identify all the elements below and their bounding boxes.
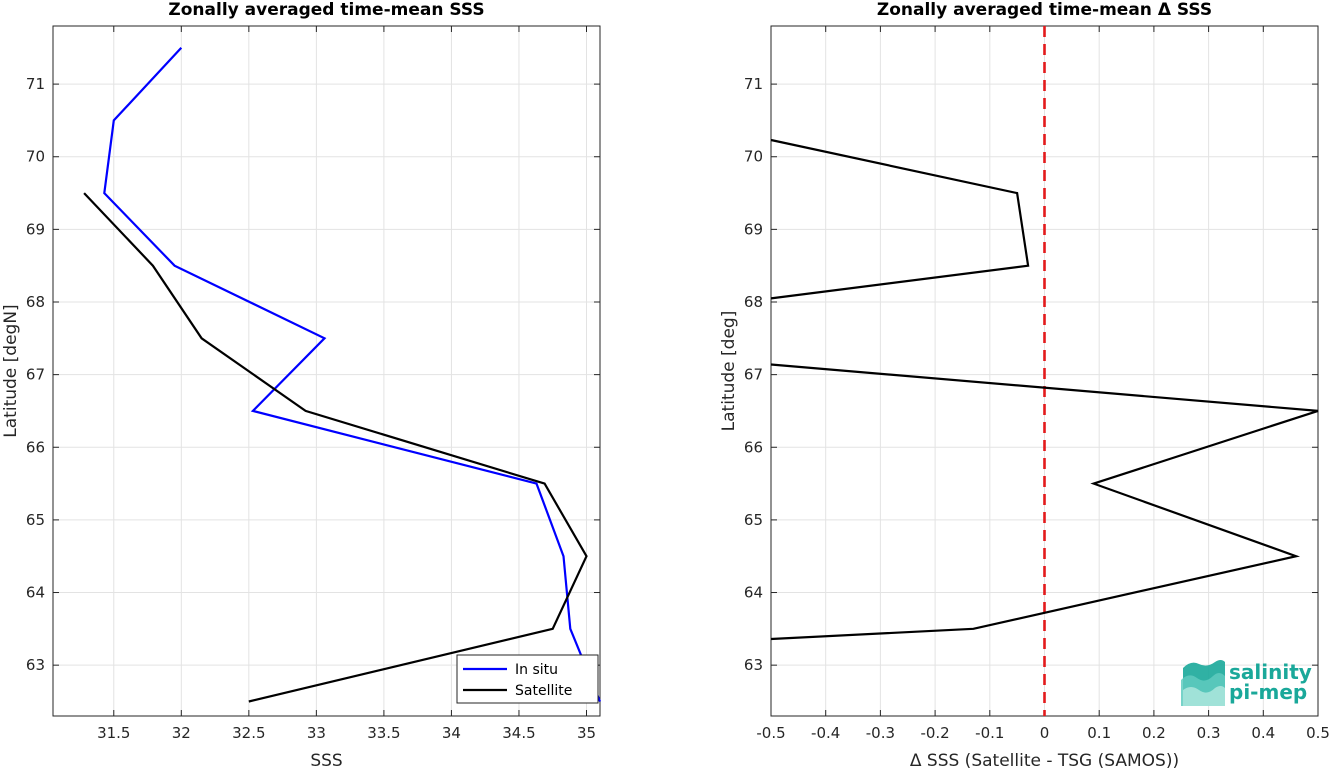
y-tick-label: 70 [744, 148, 763, 166]
right-series [770, 138, 1319, 641]
x-tick-label: 31.5 [97, 724, 130, 742]
x-tick-label: 33.5 [367, 724, 400, 742]
left-grid [53, 26, 600, 716]
x-tick-label: -0.4 [811, 724, 840, 742]
x-tick-label: 32.5 [232, 724, 265, 742]
y-tick-label: 67 [26, 366, 45, 384]
x-tick-label: -0.1 [975, 724, 1004, 742]
right-panel: -0.5 -0.4 -0.3 -0.2 -0.1 0 0.1 0.2 0.3 0.4 0.5 63 64… [719, 0, 1330, 769]
y-tick-label: 65 [26, 511, 45, 529]
y-tick-label: 64 [744, 584, 763, 602]
salinity-pi-mep-logo: salinity pi-mep [1181, 660, 1312, 706]
legend-box [456, 654, 599, 704]
right-ticks: -0.5 -0.4 -0.3 -0.2 -0.1 0 0.1 0.2 0.3 0.4 0.5 63 64… [744, 26, 1330, 742]
x-tick-label: 0.5 [1306, 724, 1330, 742]
x-tick-label: 0.2 [1142, 724, 1166, 742]
y-tick-label: 65 [744, 511, 763, 529]
left-ticks: 31.5 32 32.5 33 33.5 34 34.5 35 63 64 65 66 67 68 69 70… [26, 26, 600, 742]
y-tick-label: 63 [744, 656, 763, 674]
y-tick-label: 68 [744, 293, 763, 311]
x-tick-label: 33 [307, 724, 326, 742]
wave-logo-icon [1181, 660, 1225, 706]
y-tick-label: 64 [26, 584, 45, 602]
series-line-segment-2 [770, 363, 1319, 641]
y-tick-label: 70 [26, 148, 45, 166]
y-tick-label: 68 [26, 293, 45, 311]
left-panel: 31.5 32 32.5 33 33.5 34 34.5 35 63 64 65 66 67 68 69 70… [1, 0, 602, 769]
left-y-axis-label: Latitude [degN] [1, 304, 21, 437]
left-x-axis-label: SSS [310, 751, 342, 769]
legend-entry-satellite: Satellite [515, 683, 572, 699]
series-line-in-situ [103, 47, 602, 702]
right-chart-title: Zonally averaged time-mean Δ SSS [877, 0, 1212, 20]
x-tick-label: 32 [172, 724, 191, 742]
x-tick-label: 0.3 [1197, 724, 1221, 742]
series-line-segment-1 [770, 138, 1030, 300]
x-tick-label: -0.2 [920, 724, 949, 742]
y-tick-label: 63 [26, 656, 45, 674]
x-tick-label: 0.1 [1087, 724, 1111, 742]
left-series [83, 47, 602, 703]
y-tick-label: 66 [744, 438, 763, 456]
y-tick-label: 67 [744, 366, 763, 384]
x-tick-label: 34.5 [502, 724, 535, 742]
x-tick-label: -0.5 [756, 724, 785, 742]
y-tick-label: 69 [744, 220, 763, 238]
y-tick-label: 71 [26, 75, 45, 93]
x-tick-label: 0 [1040, 724, 1050, 742]
y-tick-label: 66 [26, 438, 45, 456]
logo-text-pi-mep: pi-mep [1229, 680, 1307, 704]
logo-text-salinity: salinity [1229, 660, 1312, 684]
y-tick-label: 71 [744, 75, 763, 93]
x-tick-label: 35 [577, 724, 596, 742]
series-line-satellite [83, 192, 588, 703]
right-x-axis-label: Δ SSS (Satellite - TSG (SAMOS)) [910, 751, 1179, 769]
x-tick-label: 0.4 [1251, 724, 1275, 742]
right-y-axis-label: Latitude [deg] [719, 311, 739, 432]
left-chart-title: Zonally averaged time-mean SSS [168, 0, 484, 20]
x-tick-label: -0.3 [866, 724, 895, 742]
legend-entry-in-situ: In situ [515, 662, 558, 678]
y-tick-label: 69 [26, 220, 45, 238]
left-axes-frame [52, 25, 601, 717]
x-tick-label: 34 [442, 724, 461, 742]
legend: In situ Satellite [456, 654, 599, 704]
